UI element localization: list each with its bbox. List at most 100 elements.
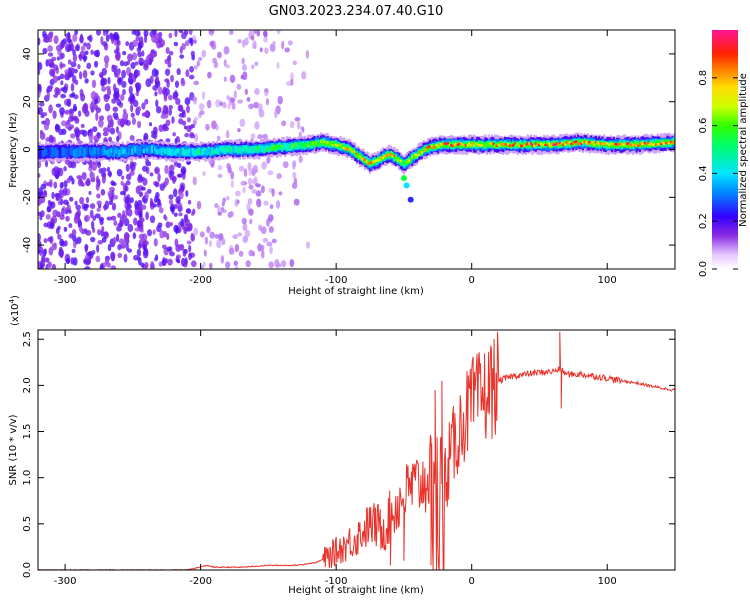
noise-speck	[256, 30, 261, 37]
noise-speck	[190, 260, 197, 268]
y-tick-label: -40	[22, 237, 33, 253]
noise-speck	[63, 166, 67, 172]
ridge-cell	[263, 147, 266, 153]
ridge-cell	[510, 144, 513, 147]
noise-speck	[236, 199, 240, 204]
ridge-cell	[214, 149, 217, 154]
noise-speck	[278, 191, 283, 196]
ridge-cell	[367, 162, 370, 166]
noise-speck	[204, 236, 209, 245]
ridge-cell	[128, 148, 131, 156]
noise-speck	[217, 173, 223, 178]
ridge-cell	[175, 149, 178, 154]
noise-speck	[83, 42, 87, 47]
noise-speck	[298, 155, 303, 164]
noise-speck	[43, 238, 48, 244]
noise-speck	[149, 215, 156, 224]
noise-speck	[164, 165, 169, 175]
ridge-cell	[435, 143, 438, 147]
ridge-cell	[110, 148, 113, 153]
ridge-cell	[615, 143, 619, 146]
noise-speck	[223, 76, 227, 82]
ridge-cell	[622, 143, 625, 147]
noise-speck	[264, 88, 269, 93]
ridge-cell	[196, 148, 199, 154]
noise-speck	[121, 175, 125, 180]
ridge-cell	[596, 142, 599, 147]
noise-speck	[137, 105, 141, 113]
ridge-cell	[170, 150, 173, 155]
noise-speck	[248, 184, 254, 190]
ridge-cell	[516, 142, 519, 145]
noise-speck	[70, 43, 75, 52]
noise-speck	[293, 177, 298, 185]
noise-speck	[106, 216, 113, 221]
spectrogram-ridge	[38, 132, 675, 203]
noise-speck	[173, 41, 179, 47]
snr-panel: -300 -200 -100 0 100 0.0 0.5 1.0 1.5 2.0 2.5 Heig…	[8, 295, 676, 596]
noise-speck	[254, 61, 259, 67]
ridge-cell	[354, 151, 357, 156]
ridge-cell	[602, 142, 606, 146]
noise-speck	[110, 251, 116, 261]
noise-speck	[229, 74, 236, 84]
noise-speck	[64, 109, 70, 115]
spectrogram-x-label: Height of straight line (km)	[288, 286, 424, 297]
ridge-cell	[50, 147, 53, 155]
noise-speck	[89, 172, 95, 180]
ridge-cell	[661, 141, 664, 148]
ridge-cell	[124, 147, 128, 155]
noise-speck	[233, 90, 237, 99]
noise-speck	[263, 200, 269, 206]
noise-speck	[140, 186, 146, 191]
noise-speck	[66, 177, 71, 184]
noise-speck	[99, 218, 104, 226]
ridge-cell	[66, 147, 69, 158]
ridge-cell	[315, 141, 318, 144]
noise-speck	[106, 166, 111, 173]
noise-speck	[99, 263, 104, 269]
noise-speck	[68, 233, 74, 239]
ridge-cell	[594, 141, 598, 144]
noise-speck	[53, 181, 58, 189]
noise-speck	[135, 185, 141, 195]
ridge-cell	[297, 144, 300, 149]
noise-speck	[96, 193, 101, 199]
ridge-cell	[645, 143, 648, 146]
snr-x-ticks: -300 -200 -100 0 100	[54, 330, 617, 587]
noise-speck	[161, 244, 167, 249]
noise-speck	[119, 60, 125, 67]
noise-speck	[101, 236, 107, 243]
noise-speck	[169, 221, 173, 227]
ridge-cell	[461, 143, 464, 146]
ridge-cell	[536, 143, 539, 146]
noise-speck	[293, 198, 300, 206]
noise-speck	[65, 43, 71, 53]
noise-speck	[155, 75, 159, 82]
noise-speck	[223, 46, 230, 55]
noise-speck	[216, 239, 222, 249]
noise-speck	[173, 212, 178, 217]
noise-speck	[245, 260, 251, 268]
ridge-cell	[518, 144, 521, 148]
ridge-cell	[451, 144, 454, 148]
ridge-cell	[624, 143, 627, 146]
noise-speck	[161, 89, 168, 95]
noise-speck	[89, 203, 96, 209]
ridge-cell	[191, 150, 194, 155]
ridge-cell	[71, 148, 74, 156]
ridge-cell	[376, 159, 380, 162]
noise-speck	[76, 236, 82, 244]
noise-speck	[80, 45, 86, 51]
ridge-cell	[492, 143, 495, 149]
ridge-cell	[370, 161, 373, 164]
noise-speck	[154, 91, 158, 97]
noise-speck	[233, 260, 239, 266]
noise-speck	[115, 126, 119, 134]
noise-speck	[229, 30, 234, 35]
colorbar-tick-label: 0.4	[698, 165, 709, 181]
noise-speck	[178, 212, 183, 217]
noise-speck	[65, 258, 70, 265]
ridge-cell	[227, 147, 230, 152]
colorbar: 0.0 0.2 0.4 0.6 0.8 Normalized spectral ampl…	[698, 30, 749, 277]
